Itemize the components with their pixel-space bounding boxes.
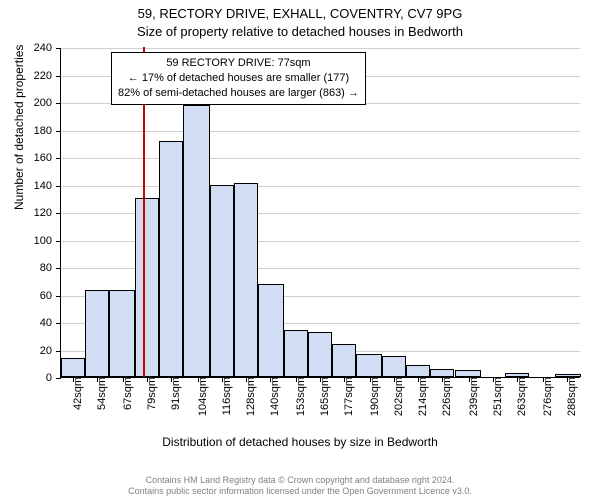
histogram-bar: [455, 370, 481, 377]
plot-area: 42sqm54sqm67sqm79sqm91sqm104sqm116sqm128…: [60, 48, 580, 378]
y-tick-mark: [56, 241, 61, 242]
x-tick-label: 202sqm: [393, 377, 405, 416]
y-tick-mark: [56, 213, 61, 214]
y-tick-label: 120: [34, 207, 52, 219]
y-tick-mark: [56, 76, 61, 77]
x-tick-label: 91sqm: [170, 377, 182, 410]
histogram-bar: [159, 141, 183, 378]
histogram-bar: [183, 105, 209, 377]
y-tick-mark: [56, 268, 61, 269]
annotation-box: 59 RECTORY DRIVE: 77sqm ← 17% of detache…: [111, 52, 366, 105]
y-tick-label: 200: [34, 97, 52, 109]
histogram-bar: [406, 365, 430, 377]
x-tick-label: 177sqm: [343, 377, 355, 416]
y-tick-label: 220: [34, 70, 52, 82]
x-tick-label: 54sqm: [96, 377, 108, 410]
x-tick-label: 226sqm: [441, 377, 453, 416]
x-tick-label: 140sqm: [269, 377, 281, 416]
histogram-bar: [430, 369, 454, 377]
x-tick-label: 276sqm: [542, 377, 554, 416]
annotation-line3: 82% of semi-detached houses are larger (…: [118, 86, 359, 101]
histogram-bar: [234, 183, 258, 377]
histogram-bar: [61, 358, 85, 377]
y-tick-mark: [56, 158, 61, 159]
grid-line: [61, 48, 580, 49]
x-tick-label: 263sqm: [516, 377, 528, 416]
histogram-bar: [308, 332, 332, 377]
grid-line: [61, 158, 580, 159]
y-tick-mark: [56, 186, 61, 187]
y-tick-label: 20: [40, 345, 52, 357]
x-tick-label: 128sqm: [245, 377, 257, 416]
y-tick-mark: [56, 323, 61, 324]
footer-attribution: Contains HM Land Registry data © Crown c…: [0, 475, 600, 497]
annotation-line1: 59 RECTORY DRIVE: 77sqm: [118, 56, 359, 71]
x-tick-label: 116sqm: [221, 377, 233, 415]
x-tick-label: 42sqm: [72, 377, 84, 410]
histogram-bar: [210, 185, 234, 378]
y-tick-label: 100: [34, 235, 52, 247]
y-tick-label: 40: [40, 317, 52, 329]
grid-line: [61, 131, 580, 132]
histogram-bar: [85, 290, 109, 377]
x-tick-label: 288sqm: [566, 377, 578, 416]
histogram-bar: [332, 344, 356, 377]
x-tick-label: 190sqm: [369, 377, 381, 416]
x-tick-label: 67sqm: [122, 377, 134, 410]
y-tick-mark: [56, 48, 61, 49]
x-tick-label: 104sqm: [197, 377, 209, 416]
annotation-line2: ← 17% of detached houses are smaller (17…: [118, 71, 359, 86]
y-tick-mark: [56, 351, 61, 352]
x-tick-label: 251sqm: [492, 377, 504, 416]
histogram-bar: [356, 354, 382, 377]
x-tick-label: 79sqm: [146, 377, 158, 410]
y-tick-mark: [56, 103, 61, 104]
x-tick-label: 239sqm: [468, 377, 480, 416]
x-axis-label: Distribution of detached houses by size …: [0, 435, 600, 449]
x-tick-label: 153sqm: [295, 377, 307, 416]
chart-title-line1: 59, RECTORY DRIVE, EXHALL, COVENTRY, CV7…: [0, 6, 600, 21]
y-tick-label: 240: [34, 42, 52, 54]
y-tick-mark: [56, 378, 61, 379]
footer-line2: Contains public sector information licen…: [0, 486, 600, 497]
chart-container: 59, RECTORY DRIVE, EXHALL, COVENTRY, CV7…: [0, 0, 600, 500]
y-tick-mark: [56, 131, 61, 132]
chart-title-line2: Size of property relative to detached ho…: [0, 24, 600, 39]
footer-line1: Contains HM Land Registry data © Crown c…: [0, 475, 600, 486]
y-tick-mark: [56, 296, 61, 297]
y-tick-label: 0: [46, 372, 52, 384]
y-tick-label: 180: [34, 125, 52, 137]
histogram-bar: [109, 290, 135, 377]
x-tick-label: 165sqm: [319, 377, 331, 416]
y-tick-label: 60: [40, 290, 52, 302]
x-tick-label: 214sqm: [417, 377, 429, 416]
y-axis-label: Number of detached properties: [12, 45, 26, 210]
histogram-bar: [258, 284, 284, 378]
y-tick-label: 140: [34, 180, 52, 192]
y-tick-label: 160: [34, 152, 52, 164]
grid-line: [61, 186, 580, 187]
histogram-bar: [284, 330, 308, 377]
y-tick-label: 80: [40, 262, 52, 274]
histogram-bar: [135, 198, 159, 377]
histogram-bar: [382, 356, 406, 377]
